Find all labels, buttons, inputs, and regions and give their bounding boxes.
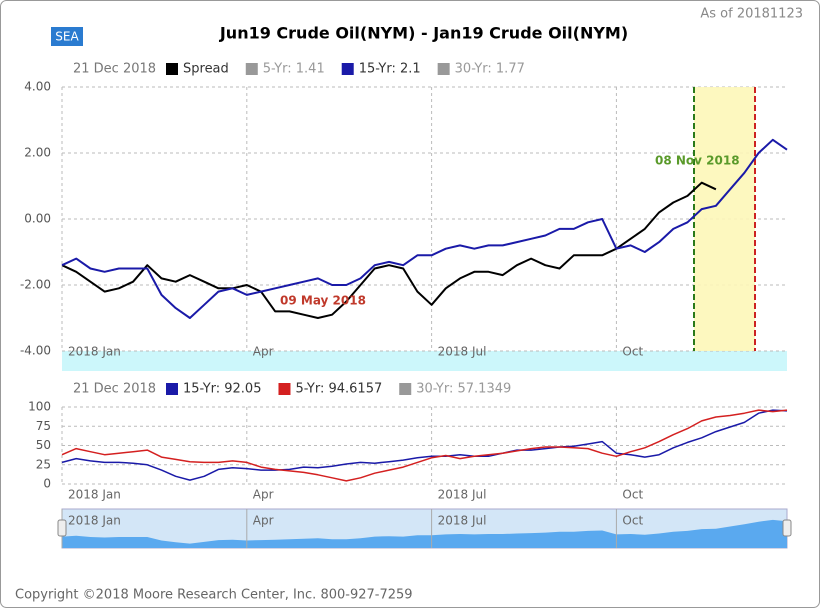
navigator-label: Oct: [622, 514, 643, 528]
legend-swatch: [399, 383, 412, 395]
legend-date: 21 Dec 2018: [73, 382, 156, 397]
y-tick-label: 0: [43, 477, 51, 491]
legend-swatch: [245, 63, 258, 75]
y-tick-label: 50: [36, 438, 51, 452]
y-tick-label: 75: [36, 419, 51, 433]
legend-label: 30-Yr: 57.1349: [416, 382, 511, 397]
badge-box[interactable]: [51, 27, 83, 46]
legend-label: 15-Yr: 92.05: [183, 382, 261, 397]
series-line: [61, 409, 788, 482]
as-of: As of 20181123: [700, 7, 803, 22]
legend-swatch: [166, 63, 178, 75]
x-tick-label: 2018 Jul: [438, 345, 487, 359]
legend-swatch: [437, 63, 450, 75]
x-tick-label: 2018 Jul: [438, 488, 487, 502]
legend-label: 30-Yr: 1.77: [455, 62, 525, 77]
navigator-label: Apr: [253, 514, 274, 528]
y-tick-label: 0.00: [24, 212, 51, 226]
series-line: [61, 138, 788, 319]
navigator-handle[interactable]: [57, 519, 67, 537]
navigator-label: 2018 Jul: [438, 514, 487, 528]
y-tick-label: 25: [36, 457, 51, 471]
legend-swatch: [278, 383, 291, 395]
y-tick-label: 2.00: [24, 146, 51, 160]
y-tick-label: 4.00: [24, 80, 51, 94]
y-tick-label: 100: [28, 400, 51, 414]
legend-label: 5-Yr: 94.6157: [295, 382, 382, 397]
x-tick-label: Apr: [253, 345, 274, 359]
footer: Copyright ©2018 Moore Research Center, I…: [15, 588, 413, 603]
annotation: 09 May 2018: [280, 294, 366, 308]
x-tick-label: Oct: [622, 345, 643, 359]
legend-swatch: [166, 383, 178, 395]
legend-label: 5-Yr: 1.41: [263, 62, 325, 77]
legend-label: 15-Yr: 2.1: [359, 62, 421, 77]
navigator-label: 2018 Jan: [68, 514, 121, 528]
x-tick-label: Oct: [622, 488, 643, 502]
x-tick-label: 2018 Jan: [68, 345, 121, 359]
legend-label: Spread: [183, 62, 229, 77]
series-line: [61, 181, 717, 319]
legend-date: 21 Dec 2018: [73, 62, 156, 77]
x-tick-label: 2018 Jan: [68, 488, 121, 502]
navigator-handle[interactable]: [782, 519, 792, 537]
chart-title: Jun19 Crude Oil(NYM) - Jan19 Crude Oil(N…: [219, 24, 628, 43]
badge[interactable]: SEA: [55, 30, 79, 44]
highlight-band: [694, 87, 755, 351]
axis-band: [62, 351, 787, 371]
annotation: 08 Nov 2018: [655, 154, 740, 168]
legend-swatch: [341, 63, 354, 75]
navigator-area: [62, 519, 787, 548]
y-tick-label: -4.00: [20, 344, 51, 358]
y-tick-label: -2.00: [20, 278, 51, 292]
x-tick-label: Apr: [253, 488, 274, 502]
series-line: [61, 409, 788, 481]
